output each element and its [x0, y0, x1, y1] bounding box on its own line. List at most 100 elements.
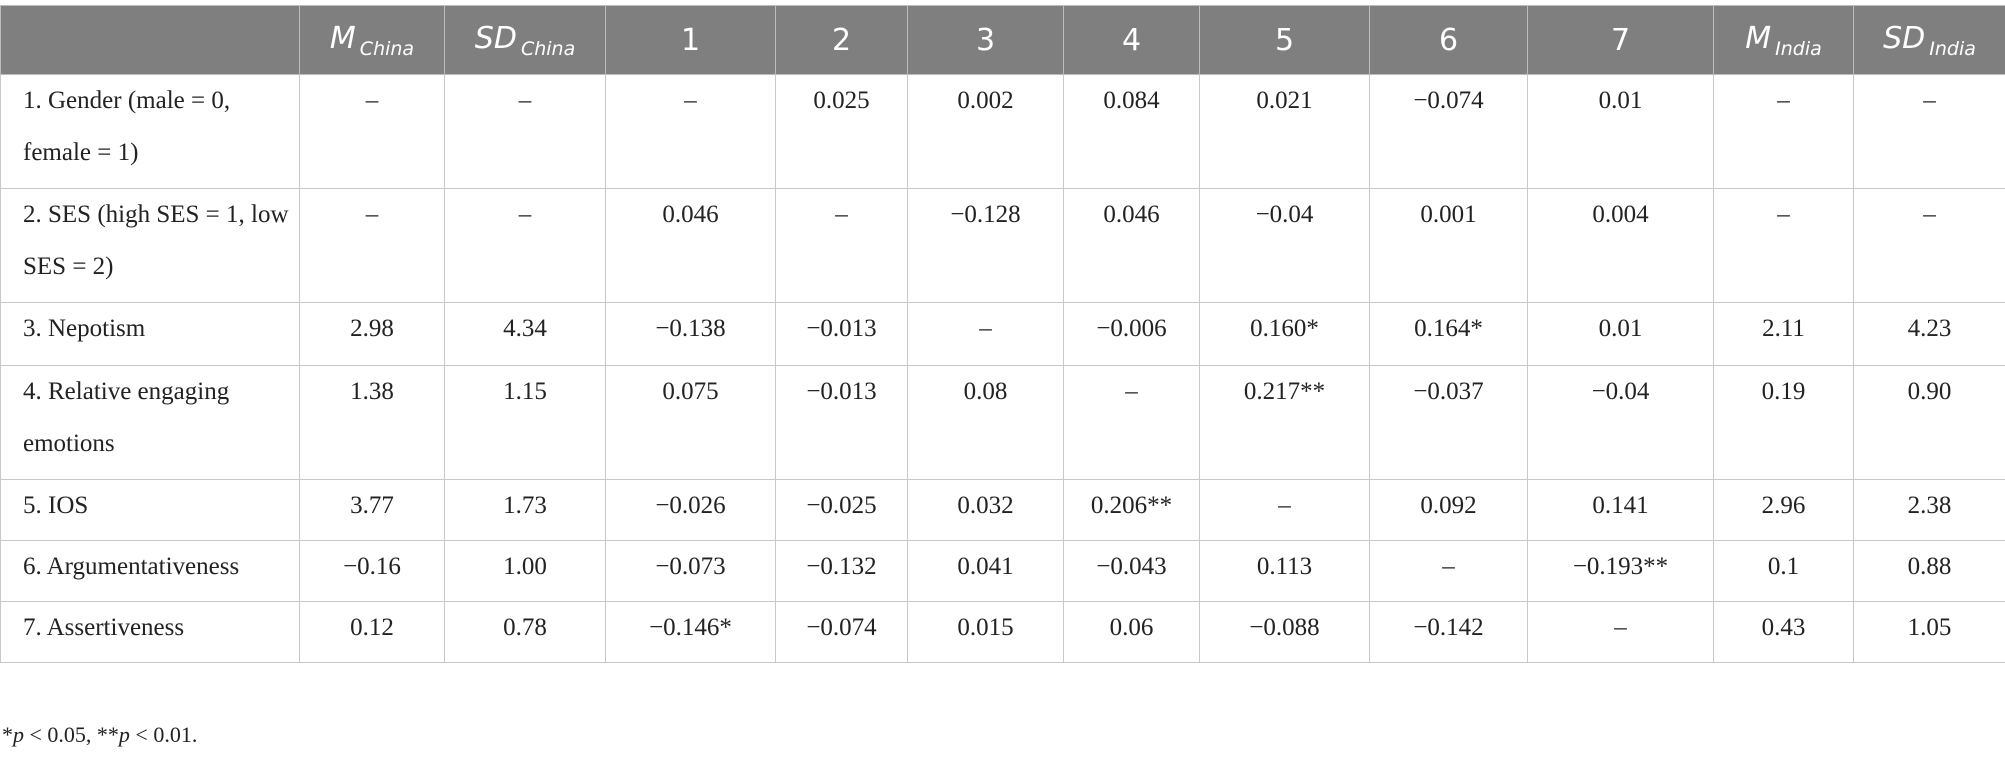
header-subscript: India [1929, 37, 1976, 60]
row-label: 7. Assertiveness [0, 601, 300, 663]
table-cell: 0.002 [907, 74, 1064, 189]
header-text: SD [474, 20, 517, 56]
table-cell: – [1713, 74, 1854, 189]
correlation-table: M China SD China 1 2 3 4 5 6 7 M India SD India 1. Gen… [0, 5, 2005, 663]
table-row: 6. Argumentativeness −0.16 1.00 −0.073 −0.13… [0, 540, 2005, 602]
table-cell: 4.23 [1853, 302, 2005, 366]
footnote-part: p [118, 722, 130, 747]
table-cell: −0.013 [775, 302, 908, 366]
header-text: 7 [1610, 22, 1631, 58]
table-cell: – [907, 302, 1064, 366]
header-row: M China SD China 1 2 3 4 5 6 7 M India SD India [0, 5, 2005, 75]
table-cell: 0.046 [605, 188, 776, 303]
table-cell: −0.132 [775, 540, 908, 602]
table-cell: 0.206** [1063, 479, 1200, 541]
header-text: 4 [1121, 22, 1142, 58]
table-cell: 1.00 [444, 540, 606, 602]
table-cell: 2.98 [299, 302, 445, 366]
table-cell: – [1853, 74, 2005, 189]
table-cell: 0.164* [1369, 302, 1528, 366]
header-cell: 7 [1527, 5, 1714, 75]
header-cell: 5 [1199, 5, 1370, 75]
table-cell: 0.01 [1527, 302, 1714, 366]
table-cell: 0.1 [1713, 540, 1854, 602]
footnote-part: * [2, 722, 13, 747]
footnote: *p < 0.05, **p < 0.01. [2, 722, 197, 748]
header-subscript: India [1775, 37, 1822, 60]
table-cell: 0.90 [1853, 365, 2005, 480]
header-text: SD [1883, 20, 1926, 56]
table-cell: 0.092 [1369, 479, 1528, 541]
header-text: 6 [1438, 22, 1459, 58]
table-cell: – [1199, 479, 1370, 541]
table-cell: 0.032 [907, 479, 1064, 541]
table-cell: −0.025 [775, 479, 908, 541]
table-cell: 0.12 [299, 601, 445, 663]
table-cell: – [605, 74, 776, 189]
footnote-part: p [13, 722, 24, 747]
header-cell: SD India [1853, 5, 2005, 75]
table-cell: – [444, 188, 606, 303]
table-cell: 1.05 [1853, 601, 2005, 663]
header-subscript: China [520, 37, 576, 60]
table-cell: −0.16 [299, 540, 445, 602]
header-text: 1 [680, 22, 701, 58]
table-cell: 3.77 [299, 479, 445, 541]
table-cell: 0.001 [1369, 188, 1528, 303]
table-cell: – [1369, 540, 1528, 602]
header-cell: 4 [1063, 5, 1200, 75]
header-text: 5 [1274, 22, 1295, 58]
header-subscript: China [359, 37, 415, 60]
row-label: 5. IOS [0, 479, 300, 541]
row-label: 6. Argumentativeness [0, 540, 300, 602]
table-cell: −0.04 [1527, 365, 1714, 480]
table-cell: 2.11 [1713, 302, 1854, 366]
table-row: 1. Gender (male = 0, female = 1) – – –0.025… [0, 74, 2005, 189]
table-cell: 2.38 [1853, 479, 2005, 541]
table-cell: −0.006 [1063, 302, 1200, 366]
table-cell: 0.025 [775, 74, 908, 189]
table-cell: 1.15 [444, 365, 606, 480]
table-cell: −0.026 [605, 479, 776, 541]
footnote-part: < 0.05, ** [24, 722, 119, 747]
header-cell [0, 5, 300, 75]
table-row: 2. SES (high SES = 1, low SES = 2) – –0.04… [0, 188, 2005, 303]
table-cell: – [775, 188, 908, 303]
table-cell: – [299, 74, 445, 189]
table-row: 5. IOS 3.77 1.73 −0.026 −0.025 0.032 0.206** –0… [0, 479, 2005, 541]
header-text: M [1745, 20, 1772, 56]
table-cell: 0.075 [605, 365, 776, 480]
header-text: 2 [831, 22, 852, 58]
table-cell: 0.19 [1713, 365, 1854, 480]
table-cell: −0.013 [775, 365, 908, 480]
table-cell: 0.084 [1063, 74, 1200, 189]
row-label: 4. Relative engaging emotions [0, 365, 300, 480]
row-label: 2. SES (high SES = 1, low SES = 2) [0, 188, 300, 303]
table-row: 7. Assertiveness 0.12 0.78 −0.146* −0.074 0.0… [0, 601, 2005, 663]
table-cell: −0.073 [605, 540, 776, 602]
table-cell: – [299, 188, 445, 303]
table-body: 1. Gender (male = 0, female = 1) – – –0.025… [0, 74, 2005, 663]
table-cell: 0.015 [907, 601, 1064, 663]
table-cell: – [1713, 188, 1854, 303]
table-cell: −0.142 [1369, 601, 1528, 663]
table-cell: −0.074 [1369, 74, 1528, 189]
table-cell: −0.088 [1199, 601, 1370, 663]
footnote-part: < 0.01. [129, 722, 198, 747]
table-cell: – [1853, 188, 2005, 303]
table-cell: −0.04 [1199, 188, 1370, 303]
header-cell: 1 [605, 5, 776, 75]
table-cell: 0.004 [1527, 188, 1714, 303]
table-cell: – [1063, 365, 1200, 480]
table-cell: −0.074 [775, 601, 908, 663]
header-cell: M India [1713, 5, 1854, 75]
table-cell: 0.041 [907, 540, 1064, 602]
header-cell: 3 [907, 5, 1064, 75]
table-cell: −0.037 [1369, 365, 1528, 480]
table-cell: – [444, 74, 606, 189]
table-cell: −0.146* [605, 601, 776, 663]
table-cell: −0.128 [907, 188, 1064, 303]
table-row: 3. Nepotism 2.98 4.34 −0.138 −0.013– −0.006 0.… [0, 302, 2005, 366]
table-cell: −0.138 [605, 302, 776, 366]
